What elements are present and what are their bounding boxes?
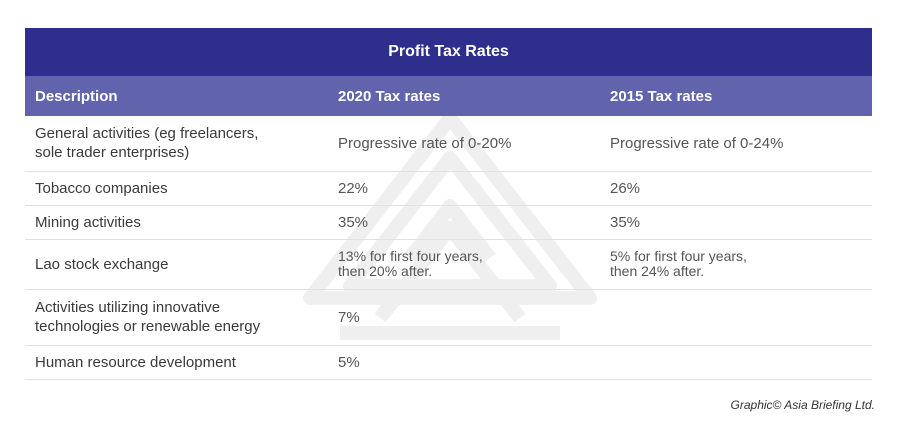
row-rate-2020: 7% <box>328 289 600 346</box>
table-title: Profit Tax Rates <box>25 28 872 76</box>
profit-tax-rates-table: Profit Tax Rates Description 2020 Tax ra… <box>25 28 872 380</box>
row-description: Human resource development <box>25 345 328 380</box>
column-header-2020: 2020 Tax rates <box>338 87 441 105</box>
row-rate-2020: 5% <box>328 345 600 380</box>
row-rate-2015: 26% <box>600 171 872 206</box>
row-description: Mining activities <box>25 205 328 240</box>
row-rate-2015 <box>600 345 872 380</box>
table-header-row: Description 2020 Tax rates 2015 Tax rate… <box>25 76 872 116</box>
row-rate-2020: 13% for first four years, then 20% after… <box>328 239 600 290</box>
column-header-2015: 2015 Tax rates <box>610 87 713 105</box>
table-row: Human resource development 5% <box>25 345 872 380</box>
table-row: Lao stock exchange 13% for first four ye… <box>25 239 872 290</box>
table-row: Activities utilizing innovative technolo… <box>25 289 872 346</box>
row-description: Tobacco companies <box>25 171 328 206</box>
row-rate-2020: 22% <box>328 171 600 206</box>
row-rate-2020: Progressive rate of 0-20% <box>328 116 600 172</box>
table-row: Tobacco companies 22% 26% <box>25 171 872 206</box>
graphic-credit: Graphic© Asia Briefing Ltd. <box>730 398 875 412</box>
row-rate-2015: 35% <box>600 205 872 240</box>
row-description: Activities utilizing innovative technolo… <box>25 289 328 346</box>
row-description: General activities (eg freelancers, sole… <box>25 116 328 172</box>
row-rate-2015: 5% for first four years, then 24% after. <box>600 239 872 290</box>
row-rate-2015 <box>600 289 872 346</box>
column-header-description: Description <box>35 87 118 105</box>
row-rate-2020: 35% <box>328 205 600 240</box>
row-description: Lao stock exchange <box>25 239 328 290</box>
table-row: Mining activities 35% 35% <box>25 205 872 240</box>
row-rate-2015: Progressive rate of 0-24% <box>600 116 872 172</box>
table-row: General activities (eg freelancers, sole… <box>25 116 872 172</box>
